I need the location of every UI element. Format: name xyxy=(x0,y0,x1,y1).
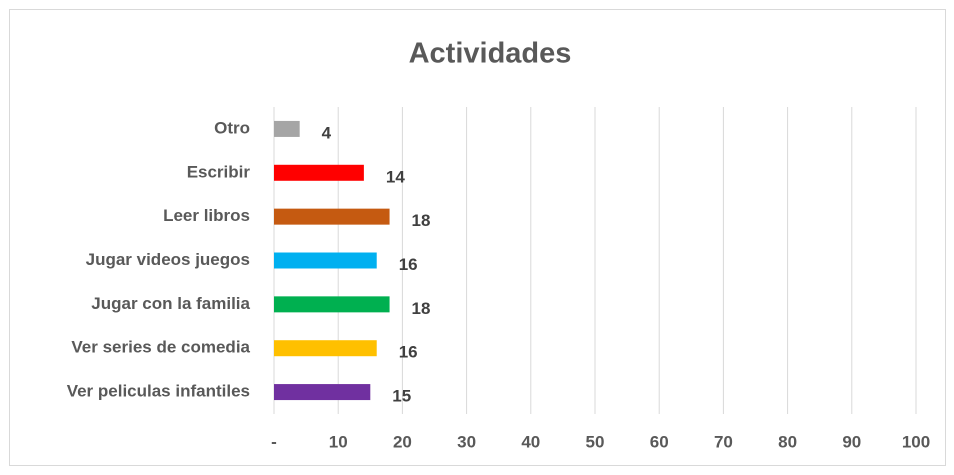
x-tick-label: 40 xyxy=(521,432,540,451)
data-label: 4 xyxy=(322,123,332,142)
y-tick-label: Ver series de comedia xyxy=(71,338,250,357)
data-label: 16 xyxy=(399,343,418,362)
x-tick-label: 80 xyxy=(778,432,797,451)
bar xyxy=(274,340,377,357)
bar xyxy=(274,296,390,313)
data-label: 15 xyxy=(392,387,411,406)
x-tick-label: - xyxy=(271,432,277,451)
chart-title: Actividades xyxy=(409,38,572,70)
y-tick-label: Jugar con la familia xyxy=(91,294,250,313)
x-tick-label: 100 xyxy=(902,432,930,451)
y-tick-label: Ver peliculas infantiles xyxy=(67,382,250,401)
data-label: 14 xyxy=(386,167,405,186)
bar xyxy=(274,120,300,137)
y-tick-label: Escribir xyxy=(187,162,251,181)
x-tick-label: 20 xyxy=(393,432,412,451)
x-tick-label: 90 xyxy=(842,432,861,451)
x-tick-label: 10 xyxy=(329,432,348,451)
chart-border xyxy=(9,9,946,466)
x-tick-label: 70 xyxy=(714,432,733,451)
bar xyxy=(274,252,377,269)
y-tick-label: Leer libros xyxy=(163,206,250,225)
data-label: 16 xyxy=(399,255,418,274)
x-tick-label: 30 xyxy=(457,432,476,451)
x-tick-label: 50 xyxy=(586,432,605,451)
bar xyxy=(274,164,364,181)
bar xyxy=(274,384,371,401)
y-tick-label: Otro xyxy=(214,118,250,137)
x-tick-label: 60 xyxy=(650,432,669,451)
data-label: 18 xyxy=(412,211,431,230)
y-tick-label: Jugar videos juegos xyxy=(86,250,250,269)
data-label: 18 xyxy=(412,299,431,318)
bar xyxy=(274,208,390,225)
